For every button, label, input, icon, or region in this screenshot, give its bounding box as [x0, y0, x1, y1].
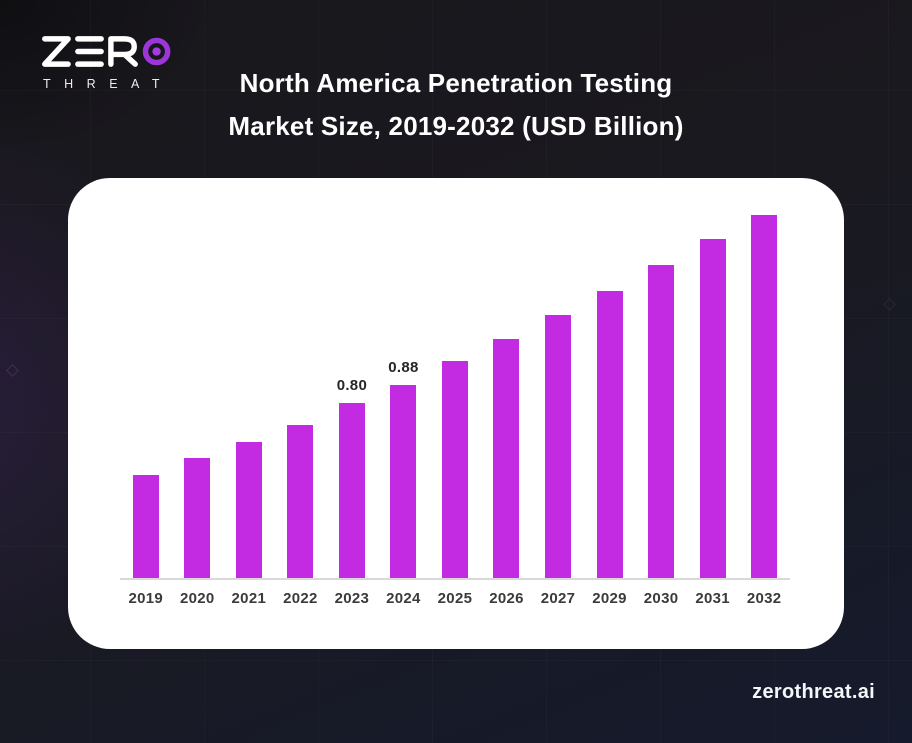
chart-title-line1: North America Penetration Testing	[239, 68, 673, 98]
bar-2025	[441, 361, 468, 578]
bar-value-label-2023: 0.80	[336, 376, 368, 394]
bar-column-2025	[429, 200, 481, 578]
chart-title: North America Penetration Testing Market…	[0, 62, 912, 148]
chart-title-line2: Market Size, 2019-2032 (USD Billion)	[228, 111, 684, 141]
x-axis-label-2022: 2022	[283, 590, 318, 607]
bar-column-2023: 0.80	[326, 200, 378, 578]
x-axis-label-2024: 2024	[386, 590, 421, 607]
bar-column-2026	[481, 200, 533, 578]
bar-column-2030	[635, 200, 687, 578]
bar-column-2024: 0.88	[378, 200, 430, 578]
bar-column-2027	[532, 200, 584, 578]
bar-column-2021	[223, 200, 275, 578]
x-axis-label-2032: 2032	[746, 590, 782, 607]
x-axis-label-2026: 2026	[489, 590, 524, 607]
x-axis-label-2020: 2020	[180, 590, 215, 607]
logo-letter-z	[42, 36, 71, 67]
bar-2022	[287, 424, 314, 578]
background-diamond-decoration	[883, 298, 896, 311]
logo-letter-e	[75, 36, 104, 67]
logo-letter-r	[108, 36, 138, 67]
bar-chart-bars: 0.80 0.88	[120, 200, 790, 578]
x-axis-label-2029: 2029	[592, 590, 627, 607]
x-axis-label-2027: 2027	[540, 590, 576, 607]
bar-2031	[699, 238, 726, 578]
x-axis-label-2030: 2030	[643, 590, 679, 607]
bar-2027	[545, 315, 572, 578]
x-axis-label-2023: 2023	[334, 590, 370, 607]
x-axis-label-2031: 2031	[695, 590, 730, 607]
bar-2020	[184, 457, 211, 578]
bar-2032	[751, 214, 778, 578]
bar-column-2020	[172, 200, 224, 578]
bar-2023	[338, 402, 365, 578]
zerothreat-logo-mark	[42, 36, 171, 67]
x-axis-label-2019: 2019	[128, 590, 164, 607]
bar-column-2032	[738, 200, 790, 578]
bar-2021	[235, 442, 262, 578]
x-axis-labels: 2019 2020 2021 2022 2023 2024 2025 2026 2027 2029…	[120, 590, 790, 607]
bar-2030	[648, 264, 675, 578]
bar-2024	[390, 385, 417, 578]
chart-card: 0.80 0.88 2019 2020 2021 2022 2023 2024 2025 202…	[68, 178, 844, 649]
logo-wordmark-threat: THREAT	[43, 77, 174, 91]
bar-column-2019	[120, 200, 172, 578]
bar-chart-plot-area: 0.80 0.88	[120, 200, 790, 580]
bar-column-2029	[584, 200, 636, 578]
bar-value-label-2024: 0.88	[388, 359, 419, 377]
bar-column-2031	[687, 200, 739, 578]
bar-2019	[132, 475, 159, 578]
logo-ring-o-icon	[142, 37, 171, 66]
zerothreat-logo: THREAT	[40, 34, 190, 91]
bar-column-2022	[275, 200, 327, 578]
x-axis-label-2021: 2021	[231, 590, 267, 607]
background-diamond-decoration	[6, 364, 19, 377]
x-axis-label-2025: 2025	[437, 590, 473, 607]
website-url: zerothreat.ai	[752, 681, 875, 703]
bar-2029	[596, 291, 623, 578]
bar-2026	[493, 339, 520, 578]
